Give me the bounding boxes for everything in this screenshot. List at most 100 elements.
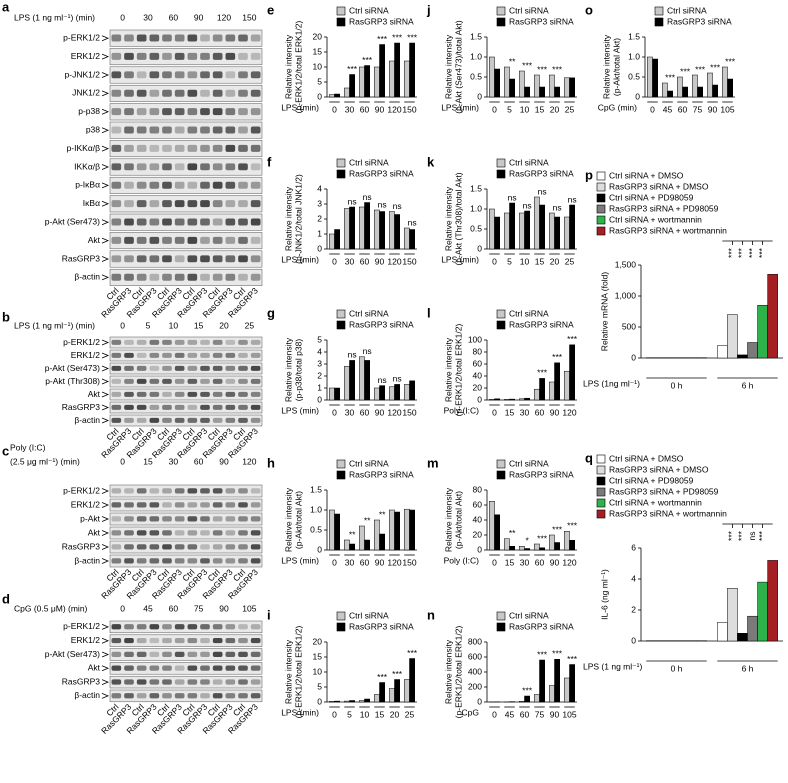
x-tick-label: 60 [360,557,370,567]
significance-label: *** [757,530,767,541]
blot-band [250,637,261,644]
blot-band [225,679,236,685]
x-tick-label: 90 [550,557,560,567]
y-tick-label: 5 [317,76,322,86]
bar [409,42,415,98]
blot-band [238,558,248,564]
blot-band [200,417,210,423]
time-label: 90 [219,603,229,613]
bar [389,60,395,98]
blot-band [200,624,210,630]
bar [757,581,768,642]
blot-band [174,378,185,384]
significance-label: ns [363,192,372,202]
blot-band [187,530,198,536]
blot-band [250,693,261,699]
blot-band [212,200,223,208]
time-label: 120 [242,456,256,466]
bar [374,387,380,401]
x-axis-label: LPS (min) [281,254,319,264]
blot-band [111,163,122,171]
y-tick-label: 0 [317,243,322,253]
blot-band [149,236,160,244]
blot-band [200,52,210,60]
bar [329,94,335,98]
bar [394,214,400,250]
legend-label: Ctrl siRNA + DMSO [609,453,684,463]
blot-band [250,108,261,116]
y-tick-label: 3 [317,198,322,208]
blot-band [136,544,147,550]
bar [549,381,555,401]
bar [329,233,335,250]
y-tick-label: 80 [473,346,483,356]
x-axis-label: LPS (1ng ml⁻¹) [583,378,640,388]
x-tick-label: 105 [562,709,576,719]
blot-band [149,378,160,384]
blot-band [212,163,223,171]
y-tick-label: 20 [473,529,483,539]
blot-band [111,516,122,522]
blot-band [162,236,172,244]
blot-band [162,34,172,42]
blot-band [212,637,223,644]
bar [564,77,570,98]
bar [564,370,570,401]
bar [569,344,575,401]
time-label: 10 [169,320,179,330]
legend-label: Ctrl siRNA [349,458,389,468]
x-tick-label: 0 [492,104,497,114]
blot-band [149,255,160,263]
blot-band [250,126,261,134]
bar [677,76,683,98]
bar [667,90,673,98]
blot-band [200,200,210,208]
blot-band [136,352,147,358]
bar [519,70,525,98]
significance-label: *** [392,32,403,42]
bar [394,42,400,98]
x-tick-label: 90 [708,104,718,114]
bar [534,388,540,401]
blot-band [149,624,160,630]
blot-band [149,404,160,410]
blot-band [225,391,236,397]
blot-band [124,273,134,281]
y-tick-label: 5 [317,334,322,344]
blot-band [174,530,185,536]
x-tick-label: 45 [505,709,515,719]
blot-band [162,544,172,550]
significance-label: ns [408,217,417,227]
blot-row-label: p-ERK1/2 [63,32,100,42]
blot-band [124,679,134,685]
bar [379,385,385,401]
panel-letter: m [427,455,439,470]
bar [374,66,380,98]
x-tick-label: 105 [720,104,734,114]
blot-band [149,108,160,116]
y-tick-label: 500 [622,321,636,331]
bar [554,659,560,703]
x-tick-label: 10 [520,104,530,114]
blot-band [111,679,122,685]
bar [409,509,415,551]
arrowhead [101,679,110,685]
legend-swatch [596,204,606,214]
bar [374,209,380,250]
blot-strip [109,158,263,176]
y-tick-label: 1.5 [628,31,640,41]
legend-swatch [336,158,346,168]
blot-band [174,365,185,371]
blot-band [124,236,134,244]
bar [509,202,515,250]
bar [564,531,570,551]
blot-band [212,624,223,630]
legend-swatch [496,158,506,168]
x-tick-label: 90 [375,407,385,417]
blot-row-label: RasGRP3 [62,402,101,412]
bar [737,633,748,642]
significance-label: *** [537,649,548,659]
legend-label: Ctrl siRNA + PD98059 [609,475,694,485]
bar [504,399,510,401]
y-axis-label: Relative mRNA (fold) [599,272,609,352]
